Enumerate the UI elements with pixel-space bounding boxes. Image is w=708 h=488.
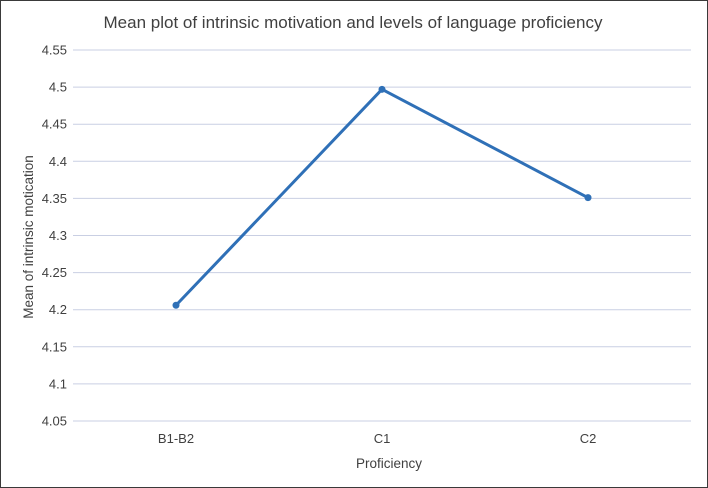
y-tick-label: 4.15 (42, 339, 67, 354)
y-tick-label: 4.4 (49, 154, 67, 169)
y-tick-label: 4.55 (42, 43, 67, 58)
data-point (378, 85, 386, 93)
data-point (584, 194, 592, 202)
y-tick-label: 4.45 (42, 117, 67, 132)
y-tick-label: 4.25 (42, 265, 67, 280)
y-tick-label: 4.35 (42, 191, 67, 206)
gridlines (73, 49, 691, 422)
y-tick-label: 4.1 (49, 376, 67, 391)
x-axis-ticks: B1-B2 C1 C2 (158, 431, 596, 446)
x-tick-label: B1-B2 (158, 431, 194, 446)
x-axis-title: Proficiency (356, 456, 422, 471)
y-tick-label: 4.05 (42, 414, 67, 429)
y-tick-label: 4.3 (49, 228, 67, 243)
chart-title: Mean plot of intrinsic motivation and le… (104, 13, 603, 32)
y-tick-label: 4.5 (49, 80, 67, 95)
data-point (172, 301, 180, 309)
y-tick-label: 4.2 (49, 302, 67, 317)
y-axis-title: Mean of intrinsic motication (21, 155, 36, 319)
x-tick-label: C1 (374, 431, 391, 446)
x-tick-label: C2 (580, 431, 597, 446)
y-axis-ticks: 4.05 4.1 4.15 4.2 4.25 4.3 4.35 4.4 4.45 4.5 4.55 (42, 43, 67, 429)
series-layer (172, 85, 592, 309)
